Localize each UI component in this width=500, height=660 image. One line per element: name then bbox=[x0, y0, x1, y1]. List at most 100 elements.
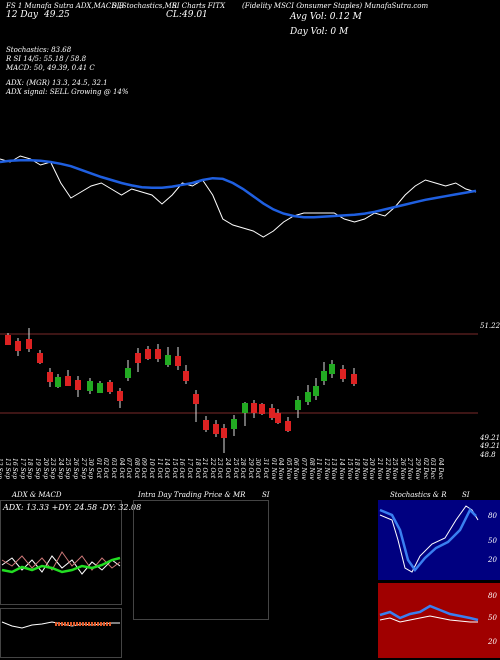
day-value: 49.25 bbox=[44, 10, 70, 20]
stoch-level-80: 80 bbox=[488, 512, 497, 520]
rsi-line bbox=[379, 604, 479, 622]
header-title-2: SI,Stochastics,MR bbox=[112, 2, 178, 10]
macd-histogram-bar bbox=[103, 622, 105, 626]
candle-body bbox=[175, 356, 181, 366]
rsi-value: R SI 14/5: 55.18 / 58.8 bbox=[6, 55, 87, 63]
macd-histogram-bar bbox=[61, 622, 63, 626]
macd-histogram-bar bbox=[106, 622, 108, 626]
candle-body bbox=[203, 420, 209, 430]
plus-di-line bbox=[1, 555, 121, 575]
rsi-level-80: 80 bbox=[488, 592, 497, 600]
price-label-low1: 49.21 bbox=[480, 434, 500, 442]
candle-body bbox=[242, 403, 248, 413]
minus-di-line bbox=[1, 551, 121, 571]
candle-body bbox=[15, 341, 21, 351]
candle-body bbox=[75, 380, 81, 390]
candle-body bbox=[259, 404, 265, 414]
macd-histogram-bar bbox=[70, 622, 72, 626]
candle-body bbox=[117, 391, 123, 401]
stoch-panel-title: Stochastics & R bbox=[390, 491, 447, 499]
candle-body bbox=[305, 392, 311, 402]
candle-body bbox=[65, 376, 71, 386]
adx-panel: ADX: 13.33 +DY: 24.58 -DY: 32.08 bbox=[0, 500, 141, 605]
candle-body bbox=[165, 355, 171, 365]
day-vol: Day Vol: 0 M bbox=[290, 27, 349, 37]
candle-body bbox=[269, 408, 275, 418]
candle-body bbox=[97, 383, 103, 393]
candle-body bbox=[47, 372, 53, 382]
candle-body bbox=[275, 413, 281, 423]
stoch-d-line bbox=[379, 507, 477, 573]
candle-body bbox=[5, 335, 11, 345]
intra-panel-si: SI bbox=[262, 491, 270, 499]
candle-body bbox=[295, 400, 301, 410]
macd-histogram-bar bbox=[55, 622, 57, 626]
rsi-level-20: 20 bbox=[488, 638, 497, 646]
price-line bbox=[0, 155, 477, 238]
stoch-level-50: 50 bbox=[488, 537, 497, 545]
header-title-5: onsumer Staples) MunafaSutra.com bbox=[300, 2, 429, 10]
stoch-k-line bbox=[379, 505, 479, 573]
candle-body bbox=[321, 371, 327, 381]
sma-line bbox=[0, 158, 477, 219]
intraday-panel bbox=[133, 500, 269, 620]
stoch-level-20: 20 bbox=[488, 556, 497, 564]
macd-histogram-bar bbox=[73, 622, 75, 626]
macd-histogram-bar bbox=[94, 622, 96, 626]
candle-body bbox=[87, 381, 93, 391]
adx-panel-title: ADX & MACD bbox=[12, 491, 62, 499]
macd-histogram-bar bbox=[64, 622, 66, 626]
cl-value: 49.01 bbox=[182, 10, 208, 20]
candle-body bbox=[221, 428, 227, 438]
candle-body bbox=[183, 371, 189, 381]
cl-label: CL: bbox=[166, 10, 182, 20]
price-label-low2: 49.21 bbox=[480, 442, 500, 450]
candle-body bbox=[26, 339, 32, 349]
adx-panel-values: ADX: 13.33 +DY: 24.58 -DY: 32.08 bbox=[3, 503, 142, 512]
candle-body bbox=[231, 419, 237, 429]
candle-body bbox=[55, 377, 61, 387]
candle-body bbox=[313, 386, 319, 396]
stochastics-value: Stochastics: 83.68 bbox=[6, 46, 72, 54]
header-title-4: (Fidelity MSCI C bbox=[242, 2, 302, 10]
macd-histogram-bar bbox=[67, 622, 69, 626]
macd-histogram-bar bbox=[91, 622, 93, 626]
price-line-chart bbox=[0, 155, 477, 238]
candle-body bbox=[351, 374, 357, 384]
candle-body bbox=[251, 403, 257, 413]
day-label: 12 Day bbox=[6, 10, 38, 20]
adx-signal: ADX signal: SELL Growing @ 14% bbox=[6, 88, 129, 96]
candle-body bbox=[125, 368, 131, 378]
candle-body bbox=[145, 349, 151, 359]
intra-panel-title: Intra Day Trading Price & MR bbox=[138, 491, 246, 499]
price-label-top: 51.22 bbox=[480, 322, 500, 330]
candle-body bbox=[329, 364, 335, 374]
macd-histogram-bar bbox=[88, 622, 90, 626]
candle-body bbox=[213, 424, 219, 434]
rsi-panel bbox=[378, 583, 500, 658]
adx-value: ADX: (MGR) 13.3, 24.5, 32.1 bbox=[6, 79, 108, 87]
macd-panel bbox=[0, 608, 122, 658]
macd-histogram-bar bbox=[82, 622, 84, 626]
header-title-1: FS 1 Munafa Sutra ADX,MACD,B bbox=[6, 2, 124, 10]
stoch-panel-si: SI bbox=[462, 491, 470, 499]
avg-vol: Avg Vol: 0.12 M bbox=[290, 12, 362, 22]
header-title-3: SI Charts FITX bbox=[172, 2, 226, 10]
macd-histogram-bar bbox=[97, 622, 99, 626]
candlestick-chart bbox=[0, 328, 478, 453]
macd-histogram-bar bbox=[79, 622, 81, 626]
candle-body bbox=[155, 349, 161, 359]
macd-histogram-bar bbox=[85, 622, 87, 626]
macd-histogram-bar bbox=[76, 622, 78, 626]
candle-body bbox=[193, 394, 199, 404]
adx-line bbox=[1, 556, 121, 574]
macd-histogram-bar bbox=[100, 622, 102, 626]
candle-body bbox=[340, 369, 346, 379]
candle-body bbox=[135, 353, 141, 363]
macd-histogram-bar bbox=[58, 622, 60, 626]
candle-body bbox=[37, 353, 43, 363]
macd-value: MACD: 50, 49.39, 0.41 C bbox=[6, 64, 95, 72]
mrsi-line bbox=[379, 615, 478, 623]
